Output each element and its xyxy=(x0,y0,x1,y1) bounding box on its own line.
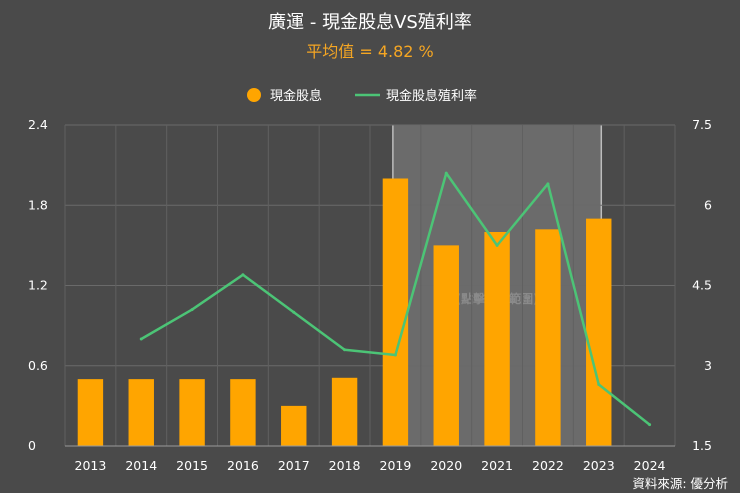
x-tick-label: 2015 xyxy=(176,458,208,473)
y-right-tick-label: 3 xyxy=(704,358,712,373)
yield-point-2024 xyxy=(648,423,652,427)
chart-title: 廣運 - 現金股息VS殖利率 xyxy=(268,11,472,33)
yield-point-2022 xyxy=(546,182,550,186)
x-tick-label: 2021 xyxy=(481,458,513,473)
x-tick-label: 2016 xyxy=(227,458,259,473)
yield-point-2023 xyxy=(597,382,601,386)
x-tick-label: 2023 xyxy=(583,458,615,473)
bar-2017 xyxy=(281,405,307,446)
x-tick-label: 2019 xyxy=(380,458,412,473)
x-tick-label: 2013 xyxy=(75,458,107,473)
bar-2013 xyxy=(77,379,104,446)
y-right-tick-label: 4.5 xyxy=(692,278,712,293)
axes: 0 0.6 1.2 1.8 2.4 1.5 3 4.5 6 7.5 2013 2014 2015 2016… xyxy=(28,117,712,473)
yield-point-2020 xyxy=(444,171,448,175)
bar-series xyxy=(77,178,612,446)
legend[interactable]: 現金股息 現金股息殖利率 xyxy=(247,88,477,104)
y-left-tick-label: 2.4 xyxy=(28,117,48,132)
bar-2022 xyxy=(535,229,561,446)
x-tick-label: 2014 xyxy=(125,458,157,473)
y-right-tick-label: 6 xyxy=(704,197,712,212)
y-right-tick-label: 7.5 xyxy=(692,117,712,132)
x-tick-label: 2020 xyxy=(430,458,462,473)
y-left-tick-label: 0 xyxy=(28,438,36,453)
x-tick-label: 2017 xyxy=(278,458,310,473)
yield-point-2021 xyxy=(495,243,499,247)
bar-2023 xyxy=(586,218,612,446)
y-left-tick-label: 1.2 xyxy=(28,278,48,293)
x-tick-label: 2024 xyxy=(634,458,666,473)
yield-point-2018 xyxy=(343,348,347,352)
legend-bar-marker xyxy=(247,88,261,102)
line-series xyxy=(139,171,652,427)
yield-point-2016 xyxy=(241,273,245,277)
bar-2020 xyxy=(433,245,459,446)
y-left-tick-label: 1.8 xyxy=(28,197,48,212)
legend-line-label: 現金股息殖利率 xyxy=(386,88,477,104)
bar-2019 xyxy=(382,178,409,446)
bar-2018 xyxy=(331,377,358,446)
bar-2016 xyxy=(230,379,256,446)
bar-2021 xyxy=(484,232,510,446)
x-tick-label: 2022 xyxy=(532,458,564,473)
x-tick-label: 2018 xyxy=(329,458,361,473)
y-right-tick-label: 1.5 xyxy=(692,438,712,453)
bar-2014 xyxy=(128,379,154,446)
yield-point-2019 xyxy=(393,353,397,357)
yield-point-2014 xyxy=(139,337,143,341)
grid xyxy=(64,124,676,447)
yield-point-2017 xyxy=(292,310,296,314)
average-yield-subtitle: 平均值 = 4.82 % xyxy=(306,42,434,61)
data-source-label: 資料來源: 優分析 xyxy=(632,476,728,491)
yield-point-2015 xyxy=(190,308,194,312)
bar-2015 xyxy=(179,379,205,446)
y-left-tick-label: 0.6 xyxy=(28,358,48,373)
legend-bar-label: 現金股息 xyxy=(270,88,322,104)
